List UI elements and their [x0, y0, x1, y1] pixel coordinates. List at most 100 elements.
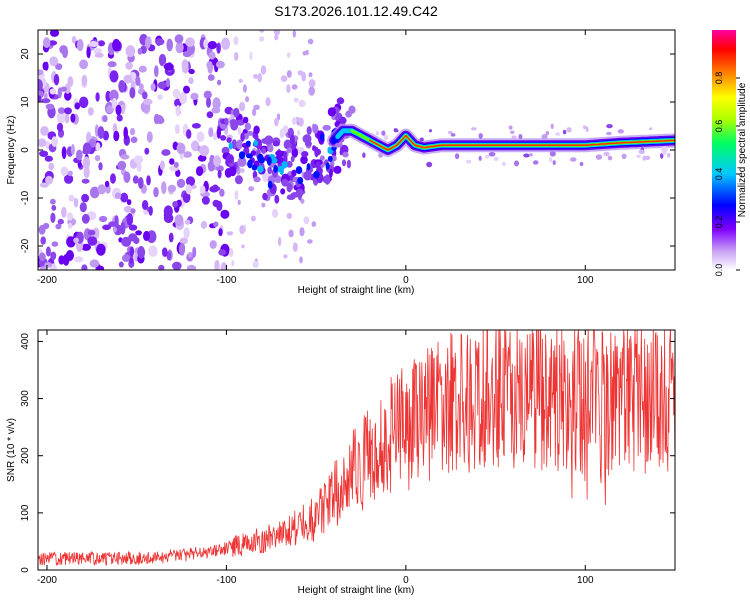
noise-speckle — [87, 229, 96, 236]
noise-speckle — [184, 219, 191, 225]
ridge-speckle — [570, 157, 577, 162]
noise-speckle — [49, 88, 56, 95]
noise-speckle — [44, 155, 53, 162]
ridge-speckle — [378, 152, 383, 158]
noise-speckle — [39, 150, 49, 157]
noise-speckle — [66, 212, 74, 221]
noise-speckle — [157, 81, 167, 90]
noise-speckle — [81, 74, 88, 86]
noise-speckle — [38, 79, 43, 92]
ridge-speckle — [585, 126, 589, 133]
noise-speckle — [83, 166, 90, 179]
noise-speckle — [114, 215, 119, 229]
signal-cloud — [336, 97, 345, 105]
ridge-speckle — [488, 152, 496, 157]
signal-cloud — [279, 166, 284, 176]
noise-speckle — [82, 156, 90, 169]
signal-cloud — [271, 157, 278, 164]
noise-speckle — [218, 228, 223, 237]
noise-speckle — [209, 185, 219, 193]
noise-speckle — [56, 122, 64, 132]
signal-cloud — [306, 126, 312, 135]
noise-speckle — [120, 104, 126, 115]
noise-speckle — [113, 130, 120, 142]
spectrogram-xtick-label: 0 — [403, 275, 409, 286]
ridge-speckle — [484, 154, 490, 159]
signal-cloud — [267, 166, 273, 175]
spectrogram-ytick-label: -20 — [20, 238, 31, 253]
noise-speckle — [73, 237, 79, 244]
signal-cloud — [262, 192, 268, 201]
noise-speckle — [82, 142, 92, 155]
noise-speckle — [221, 37, 231, 50]
signal-cloud — [274, 194, 280, 204]
signal-cloud — [345, 110, 352, 118]
noise-speckle — [215, 60, 225, 69]
ridge-speckle — [552, 160, 556, 166]
noise-speckle — [148, 245, 158, 257]
noise-speckle — [187, 251, 193, 258]
ridge-speckle — [607, 155, 613, 161]
noise-speckle — [50, 212, 56, 223]
noise-speckle — [216, 165, 224, 172]
noise-speckle — [159, 160, 165, 171]
noise-speckle — [196, 131, 205, 142]
ridge-speckle — [550, 123, 554, 130]
noise-speckle — [307, 239, 313, 244]
noise-speckle — [135, 76, 141, 86]
noise-speckle — [126, 199, 132, 206]
ridge-speckle — [548, 156, 553, 163]
noise-speckle — [188, 77, 194, 85]
noise-speckle — [311, 221, 317, 227]
noise-speckle — [303, 216, 310, 225]
spectrogram-xtick-label: 100 — [577, 275, 594, 286]
noise-speckle — [265, 97, 271, 107]
noise-speckle — [50, 198, 56, 205]
signal-cloud — [228, 142, 233, 150]
ridge-speckle — [447, 130, 453, 135]
noise-speckle — [240, 168, 245, 174]
snr-marks — [38, 330, 675, 567]
signal-cloud — [283, 139, 292, 150]
noise-speckle — [38, 224, 46, 235]
noise-speckle — [70, 113, 76, 123]
noise-speckle — [291, 84, 298, 90]
signal-cloud — [220, 135, 227, 141]
noise-speckle — [207, 61, 213, 74]
ridge-speckle — [518, 134, 523, 140]
snr-ylabel: SNR (10 * v/v) — [6, 418, 17, 482]
noise-speckle — [38, 95, 42, 102]
noise-speckle — [38, 252, 46, 262]
noise-speckle — [216, 42, 221, 54]
signal-cloud — [325, 162, 330, 170]
signal-cloud — [240, 132, 245, 142]
noise-speckle — [175, 41, 184, 54]
signal-cloud — [266, 156, 272, 166]
noise-speckle — [199, 185, 206, 194]
ridge-speckle — [642, 155, 647, 161]
noise-speckle — [55, 223, 62, 230]
signal-cloud — [286, 182, 293, 193]
snr-ytick-label: 200 — [20, 447, 31, 464]
ridge-speckle — [383, 134, 389, 141]
signal-cloud — [234, 175, 243, 185]
noise-speckle — [45, 175, 53, 185]
noise-speckle — [168, 232, 174, 243]
noise-speckle — [61, 146, 67, 159]
noise-speckle — [38, 138, 47, 147]
noise-speckle — [96, 265, 105, 270]
noise-speckle — [136, 161, 142, 173]
noise-speckle — [300, 198, 305, 204]
spectrogram-ytick-label: 10 — [20, 96, 31, 108]
ridge-speckle — [636, 154, 642, 158]
noise-speckle — [182, 192, 191, 203]
noise-speckle — [200, 220, 208, 229]
noise-speckle — [239, 225, 245, 235]
snr-ytick-label: 100 — [20, 504, 31, 521]
noise-speckle — [186, 264, 197, 270]
noise-speckle — [42, 61, 48, 71]
signal-cloud — [315, 161, 321, 170]
noise-speckle — [157, 94, 163, 100]
noise-speckle — [297, 70, 304, 76]
